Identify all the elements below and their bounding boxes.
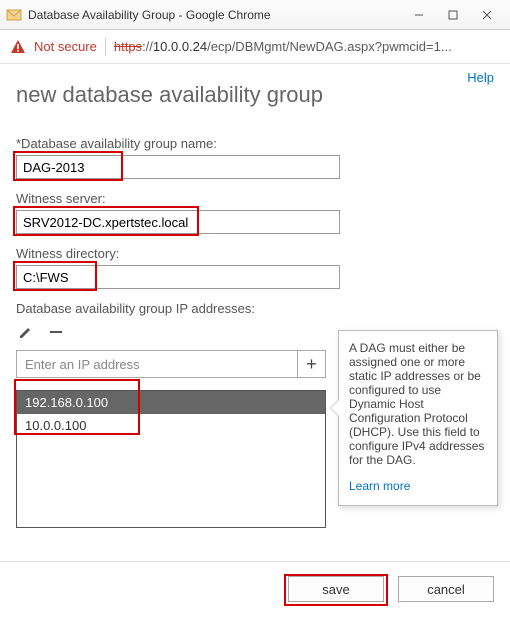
witness-server-label: Witness server: <box>16 191 494 206</box>
window-titlebar: Database Availability Group - Google Chr… <box>0 0 510 30</box>
minimize-button[interactable] <box>402 5 436 25</box>
window-controls <box>402 5 504 25</box>
url-scheme: https <box>114 39 142 54</box>
dialog-footer: save cancel <box>0 561 510 622</box>
witness-server-input-wrap <box>16 210 494 234</box>
witness-dir-input-wrap <box>16 265 494 289</box>
ip-row[interactable]: 10.0.0.100 <box>17 414 325 437</box>
ip-address-input[interactable] <box>17 351 297 377</box>
save-button[interactable]: save <box>288 576 384 602</box>
close-button[interactable] <box>470 5 504 25</box>
ip-section-label: Database availability group IP addresses… <box>16 301 494 316</box>
tooltip-text: A DAG must either be assigned one or mor… <box>349 341 487 467</box>
ip-list[interactable]: 192.168.0.100 10.0.0.100 <box>16 390 326 528</box>
dag-name-label: *Database availability group name: <box>16 136 494 151</box>
url-path: /ecp/DBMgmt/NewDAG.aspx?pwmcid=1... <box>207 39 452 54</box>
warning-icon <box>10 39 26 55</box>
witness-dir-label: Witness directory: <box>16 246 494 261</box>
cancel-button[interactable]: cancel <box>398 576 494 602</box>
not-secure-label[interactable]: Not secure <box>34 39 97 54</box>
remove-ip-button[interactable] <box>46 322 66 342</box>
url-host: 10.0.0.24 <box>153 39 207 54</box>
page-title: new database availability group <box>16 82 494 108</box>
window-title: Database Availability Group - Google Chr… <box>28 8 402 22</box>
dag-name-input[interactable] <box>16 155 340 179</box>
url-display[interactable]: https://10.0.0.24/ecp/DBMgmt/NewDAG.aspx… <box>114 39 500 54</box>
addrbar-divider <box>105 38 106 56</box>
witness-server-input[interactable] <box>16 210 340 234</box>
maximize-button[interactable] <box>436 5 470 25</box>
add-ip-button[interactable]: + <box>297 351 325 377</box>
ip-help-tooltip: A DAG must either be assigned one or mor… <box>338 330 498 506</box>
address-bar: Not secure https://10.0.0.24/ecp/DBMgmt/… <box>0 30 510 64</box>
edit-ip-button[interactable] <box>16 322 36 342</box>
ip-add-row: + <box>16 350 326 378</box>
dag-name-input-wrap <box>16 155 494 179</box>
learn-more-link[interactable]: Learn more <box>349 479 487 493</box>
help-link[interactable]: Help <box>467 70 494 85</box>
url-scheme-sep: :// <box>142 39 153 54</box>
ip-row[interactable]: 192.168.0.100 <box>17 391 325 414</box>
favicon-icon <box>6 7 22 23</box>
witness-dir-input[interactable] <box>16 265 340 289</box>
tooltip-arrow-icon <box>330 399 339 417</box>
